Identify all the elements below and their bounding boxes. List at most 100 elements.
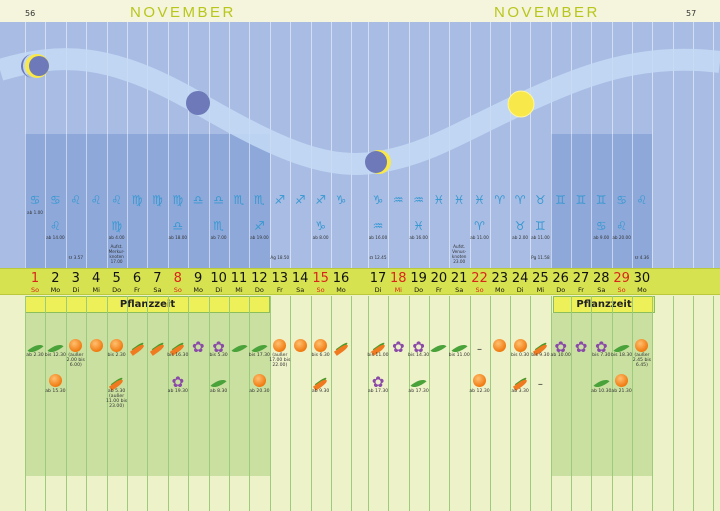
planting-time: bis 12.30 xyxy=(44,353,66,358)
planting-period-bar-right: Pflanzzeit xyxy=(553,296,655,313)
grid-line xyxy=(571,22,572,268)
planting-time: bis 14.30 xyxy=(407,353,430,358)
planting-time: bis 7.30 xyxy=(592,353,611,358)
fruit-icon xyxy=(45,372,65,388)
zodiac-icon: ♐ xyxy=(294,193,306,207)
day-number: 2 xyxy=(51,271,60,286)
fruit-icon xyxy=(311,337,331,353)
moon-path xyxy=(0,48,720,175)
planting-day-column xyxy=(591,313,612,476)
fruit-shape xyxy=(513,339,527,352)
day-of-week: Mo xyxy=(495,286,505,294)
flower-shape: ✿ xyxy=(554,338,567,356)
leaf-icon xyxy=(25,337,45,357)
planting-time: bis 11.00 xyxy=(367,353,389,358)
planting-time: ab 19.30 xyxy=(167,389,188,394)
zodiac-time: ab 7.00 xyxy=(210,235,227,240)
planting-day-column xyxy=(208,313,229,476)
zodiac-time: ab 18.00 xyxy=(168,235,188,240)
grid-line xyxy=(530,22,532,268)
planting-day-column xyxy=(611,313,632,476)
day-number: 19 xyxy=(410,271,427,286)
zodiac-icon: ♌ xyxy=(636,193,648,207)
day-of-week: Fr xyxy=(435,286,442,294)
day-number: 24 xyxy=(511,271,529,286)
grid-line xyxy=(249,296,251,511)
day-cell: 4 Mi xyxy=(86,272,106,295)
flower-shape: ✿ xyxy=(595,338,608,356)
fruit-icon xyxy=(490,337,510,353)
highlight-column xyxy=(147,134,168,268)
day-cell: 3 Di xyxy=(66,272,86,295)
leaf-icon xyxy=(612,337,632,357)
day-number: 26 xyxy=(552,271,569,286)
zodiac-time: ab 11.00 xyxy=(531,235,550,240)
grid-line xyxy=(368,22,369,268)
day-number: 25 xyxy=(532,271,549,286)
day-number: 17 xyxy=(369,271,387,286)
fruit-icon xyxy=(510,337,530,353)
grid-line xyxy=(550,296,552,511)
grid-line xyxy=(652,296,654,511)
grid-line xyxy=(249,22,251,268)
day-of-week: Do xyxy=(556,286,566,294)
day-cell: 28 Sa xyxy=(591,271,611,295)
fruit-shape xyxy=(89,339,103,352)
zodiac-time: ab 4.00 xyxy=(108,235,125,240)
page-number-left: 56 xyxy=(25,9,36,18)
grid-line xyxy=(631,296,633,511)
zodiac-icon: ♍ xyxy=(152,193,163,207)
grid-line xyxy=(86,22,88,268)
highlight-column xyxy=(106,134,127,268)
zodiac-icon: ♊ xyxy=(555,193,567,207)
highlight-column xyxy=(25,134,46,268)
leaf-icon xyxy=(249,337,269,357)
day-of-week: Mi xyxy=(235,286,243,294)
astro-note: Ag 18.50 xyxy=(270,255,290,260)
astro-note: Aufst. Venus-knoten 23.00 xyxy=(451,244,467,264)
grid-line xyxy=(388,296,390,511)
root-icon xyxy=(331,337,351,356)
planting-time: bis 5.30 xyxy=(209,353,228,358)
day-of-week: So xyxy=(30,286,40,294)
root-icon xyxy=(530,337,550,356)
day-number: 30 xyxy=(633,271,651,286)
grid-line xyxy=(331,296,332,511)
planting-time: bis 6.30 xyxy=(311,353,330,358)
zodiac-icon: ♏ xyxy=(233,193,245,207)
flower-icon: ✿ xyxy=(409,337,429,355)
grid-line xyxy=(86,296,88,511)
fruit-icon xyxy=(470,372,490,388)
day-number: 28 xyxy=(593,271,610,286)
day-number: 8 xyxy=(173,271,182,286)
day-of-week: Mo xyxy=(50,286,61,294)
planting-time: bis 16.30 xyxy=(167,353,189,358)
day-of-week: Mi xyxy=(394,286,402,294)
zodiac-icon: ♓ xyxy=(474,193,485,207)
fruit-shape xyxy=(615,374,629,387)
astro-note: Pg 11.58 xyxy=(531,255,550,260)
day-of-week: Di xyxy=(215,286,222,294)
zodiac-icon: ♍ xyxy=(131,193,143,207)
zodiac-icon: ♍ xyxy=(111,219,122,233)
zodiac-icon: ♊ xyxy=(575,193,587,207)
grid-line xyxy=(127,296,128,511)
highlight-column xyxy=(208,134,229,268)
leaf-icon xyxy=(45,337,65,357)
grid-line xyxy=(188,22,190,268)
zodiac-icon: ♓ xyxy=(453,193,465,207)
day-cell: 12 Do xyxy=(249,272,269,295)
zodiac-time: ab 19.00 xyxy=(250,235,269,240)
planting-day-column xyxy=(550,313,572,476)
root-icon xyxy=(147,337,167,356)
zodiac-icon: ♒ xyxy=(392,193,404,207)
grid-line xyxy=(167,296,169,511)
zodiac-time: ab 11.00 xyxy=(470,235,489,240)
day-of-week: Di xyxy=(374,286,382,294)
day-cell: 30 Mo xyxy=(632,271,652,295)
fruit-shape xyxy=(473,374,486,387)
day-number: 1 xyxy=(30,271,40,286)
grid-line xyxy=(550,22,552,268)
dash-icon: – xyxy=(530,372,550,390)
